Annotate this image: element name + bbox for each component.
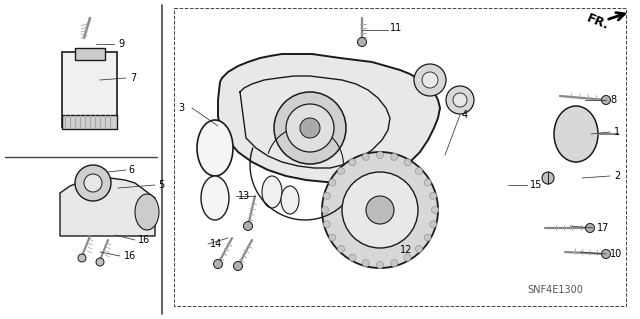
- Text: 3: 3: [178, 103, 184, 113]
- Circle shape: [243, 221, 253, 231]
- Circle shape: [415, 245, 422, 252]
- Text: SNF4E1300: SNF4E1300: [527, 285, 583, 295]
- Circle shape: [349, 159, 356, 166]
- Circle shape: [362, 260, 369, 267]
- Bar: [75, 48, 105, 60]
- Text: 16: 16: [138, 235, 150, 245]
- Circle shape: [286, 104, 334, 152]
- Text: 16: 16: [124, 251, 136, 261]
- Circle shape: [329, 179, 336, 186]
- Text: 2: 2: [614, 171, 620, 181]
- Circle shape: [274, 92, 346, 164]
- Circle shape: [75, 165, 111, 201]
- Circle shape: [586, 224, 595, 233]
- Circle shape: [358, 38, 367, 47]
- Circle shape: [349, 254, 356, 261]
- Text: 11: 11: [390, 23, 403, 33]
- Circle shape: [602, 95, 611, 105]
- Circle shape: [429, 192, 436, 199]
- Circle shape: [342, 172, 418, 248]
- Circle shape: [234, 262, 243, 271]
- Text: 6: 6: [128, 165, 134, 175]
- Circle shape: [322, 152, 438, 268]
- Text: FR.: FR.: [585, 11, 611, 32]
- Circle shape: [414, 64, 446, 96]
- Text: 12: 12: [400, 245, 412, 255]
- Circle shape: [84, 174, 102, 192]
- Ellipse shape: [281, 186, 299, 214]
- Circle shape: [338, 245, 344, 252]
- Circle shape: [300, 118, 320, 138]
- Circle shape: [542, 172, 554, 184]
- Circle shape: [366, 196, 394, 224]
- Text: 9: 9: [118, 39, 124, 49]
- Circle shape: [329, 234, 336, 241]
- Text: 17: 17: [597, 223, 609, 233]
- Circle shape: [446, 86, 474, 114]
- Text: 10: 10: [610, 249, 622, 259]
- Circle shape: [424, 234, 431, 241]
- Circle shape: [338, 167, 344, 174]
- Text: 15: 15: [530, 180, 542, 190]
- Circle shape: [415, 167, 422, 174]
- Text: 13: 13: [238, 191, 250, 201]
- Circle shape: [321, 206, 328, 213]
- Circle shape: [404, 254, 411, 261]
- Polygon shape: [60, 178, 155, 236]
- Ellipse shape: [554, 106, 598, 162]
- Circle shape: [602, 249, 611, 258]
- Circle shape: [404, 159, 411, 166]
- Circle shape: [376, 152, 383, 159]
- Circle shape: [431, 206, 438, 213]
- Circle shape: [424, 179, 431, 186]
- Circle shape: [376, 262, 383, 269]
- Text: 14: 14: [210, 239, 222, 249]
- Circle shape: [391, 260, 397, 267]
- Circle shape: [362, 153, 369, 160]
- Text: 1: 1: [614, 127, 620, 137]
- Bar: [174, 8, 626, 306]
- Ellipse shape: [197, 120, 233, 176]
- Circle shape: [96, 258, 104, 266]
- Text: 4: 4: [462, 110, 468, 120]
- Circle shape: [214, 259, 223, 269]
- Bar: [62, 115, 117, 129]
- Circle shape: [422, 72, 438, 88]
- Text: 8: 8: [610, 95, 616, 105]
- Circle shape: [391, 153, 397, 160]
- Text: 5: 5: [158, 180, 164, 190]
- Bar: [62, 52, 117, 127]
- Circle shape: [429, 221, 436, 228]
- Circle shape: [323, 221, 330, 228]
- Ellipse shape: [262, 176, 282, 208]
- Text: 7: 7: [130, 73, 136, 83]
- Circle shape: [323, 192, 330, 199]
- Ellipse shape: [201, 176, 229, 220]
- Ellipse shape: [135, 194, 159, 230]
- Circle shape: [78, 254, 86, 262]
- Polygon shape: [218, 54, 440, 182]
- Circle shape: [453, 93, 467, 107]
